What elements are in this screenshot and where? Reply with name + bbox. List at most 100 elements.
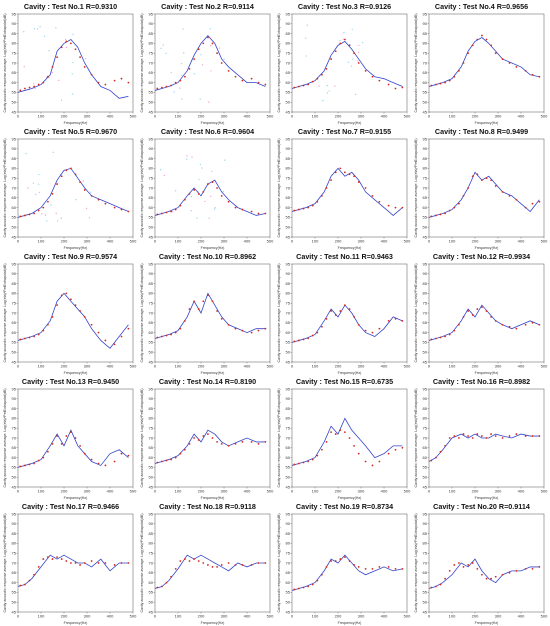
measured-point — [56, 556, 58, 559]
stray-point — [34, 193, 37, 196]
x-tick-label: 400 — [244, 489, 251, 494]
measured-point — [47, 323, 49, 326]
measured-point — [401, 567, 404, 570]
chart-panel-test-3: Cavity : Test No.3 R=0.9126 45 50 55 60 65 70 7… — [276, 1, 413, 126]
y-tick-label: 60 — [149, 330, 154, 335]
x-axis-label: Frequency(Hz) — [475, 246, 499, 250]
measured-point — [184, 198, 186, 201]
measured-point — [47, 556, 49, 559]
measured-point — [298, 339, 300, 342]
measured-point — [211, 437, 214, 439]
y-tick-label: 70 — [149, 435, 154, 440]
stray-point — [361, 41, 364, 44]
y-tick-label: 50 — [12, 100, 17, 105]
measured-point — [490, 433, 492, 435]
measured-point — [227, 200, 230, 203]
chart-panel-test-19: Cavity : Test No.19 R=0.8734 45 50 55 60 65 70… — [276, 501, 413, 626]
measured-point — [216, 52, 218, 55]
measured-point — [430, 586, 433, 589]
y-tick-label: 85 — [149, 156, 154, 161]
measured-point — [51, 558, 54, 560]
y-tick-label: 65 — [12, 445, 17, 450]
measured-point — [165, 334, 168, 337]
stray-point — [208, 101, 210, 103]
y-tick-label: 65 — [12, 320, 17, 325]
x-tick-label: 500 — [130, 239, 137, 244]
x-tick-label: 400 — [244, 364, 251, 369]
measured-point — [439, 336, 442, 339]
measured-point — [302, 207, 305, 210]
y-tick-label: 90 — [12, 521, 17, 526]
y-tick-label: 55 — [12, 340, 17, 345]
y-tick-label: 90 — [423, 396, 428, 401]
measured-point — [227, 562, 230, 564]
stray-point — [354, 93, 357, 96]
stray-point — [46, 220, 48, 222]
measured-point — [113, 460, 116, 463]
x-tick-label: 100 — [449, 114, 456, 119]
figure-grid: Cavity : Test No.1 R=0.9310 45 50 55 60 65 70 7… — [3, 1, 548, 625]
measured-point — [458, 437, 460, 439]
measured-point — [90, 560, 93, 562]
measured-point — [65, 292, 68, 295]
measured-point — [197, 48, 200, 51]
measured-point — [179, 327, 182, 330]
y-tick-label: 45 — [12, 484, 17, 489]
stray-point — [351, 28, 353, 30]
measured-point — [435, 337, 437, 340]
measured-point — [302, 84, 305, 87]
measured-point — [330, 431, 332, 434]
measured-point — [462, 194, 465, 197]
measured-point — [257, 562, 260, 564]
measured-point — [56, 183, 58, 185]
measured-point — [56, 435, 58, 437]
measured-point — [298, 85, 300, 88]
stray-point — [199, 163, 202, 166]
stray-point — [186, 155, 188, 157]
y-tick-label: 95 — [286, 386, 291, 391]
measured-point — [74, 304, 77, 307]
plot-frame — [428, 263, 545, 363]
measured-point — [156, 87, 159, 90]
measured-point — [348, 437, 351, 439]
y-tick-label: 75 — [149, 51, 154, 56]
measured-point — [531, 435, 534, 437]
measured-point — [120, 335, 123, 338]
stray-point — [32, 182, 35, 184]
measured-point — [104, 562, 107, 564]
measured-point — [193, 189, 195, 191]
measured-point — [501, 573, 504, 576]
measured-point — [70, 562, 72, 564]
x-tick-label: 300 — [358, 364, 365, 369]
measured-point — [453, 564, 456, 566]
x-axis-label: Frequency(Hz) — [475, 371, 499, 375]
chart-svg: Cavity : Test No.18 R=0.9118455055606570… — [140, 502, 274, 625]
predicted-series-line — [428, 304, 540, 341]
x-tick-label: 0 — [291, 364, 294, 369]
stray-point — [191, 156, 193, 158]
chart-title: Cavity : Test No.2 R=0.9114 — [161, 2, 254, 11]
x-tick-label: 500 — [541, 364, 548, 369]
measured-point — [485, 38, 488, 41]
measured-point — [321, 194, 323, 197]
chart-title: Cavity : Test No.1 R=0.9310 — [24, 2, 117, 11]
measured-point — [515, 66, 518, 68]
x-tick-label: 300 — [221, 614, 228, 619]
stray-point — [181, 98, 183, 100]
x-tick-label: 200 — [335, 489, 342, 494]
y-tick-label: 75 — [286, 426, 291, 431]
y-tick-label: 45 — [423, 484, 428, 489]
measured-point — [467, 435, 469, 437]
measured-point — [348, 308, 351, 310]
measured-point — [364, 69, 367, 72]
y-tick-label: 45 — [423, 359, 428, 364]
measured-point — [97, 198, 100, 201]
y-tick-label: 55 — [286, 215, 291, 220]
chart-panel-test-7: Cavity : Test No.7 R=0.9155 45 50 55 60 65 70 7… — [276, 126, 413, 251]
y-tick-label: 70 — [286, 560, 291, 565]
x-tick-label: 0 — [428, 614, 431, 619]
y-tick-label: 95 — [286, 136, 291, 141]
x-tick-label: 200 — [472, 489, 479, 494]
stray-point — [209, 28, 212, 30]
stray-point — [33, 28, 36, 30]
